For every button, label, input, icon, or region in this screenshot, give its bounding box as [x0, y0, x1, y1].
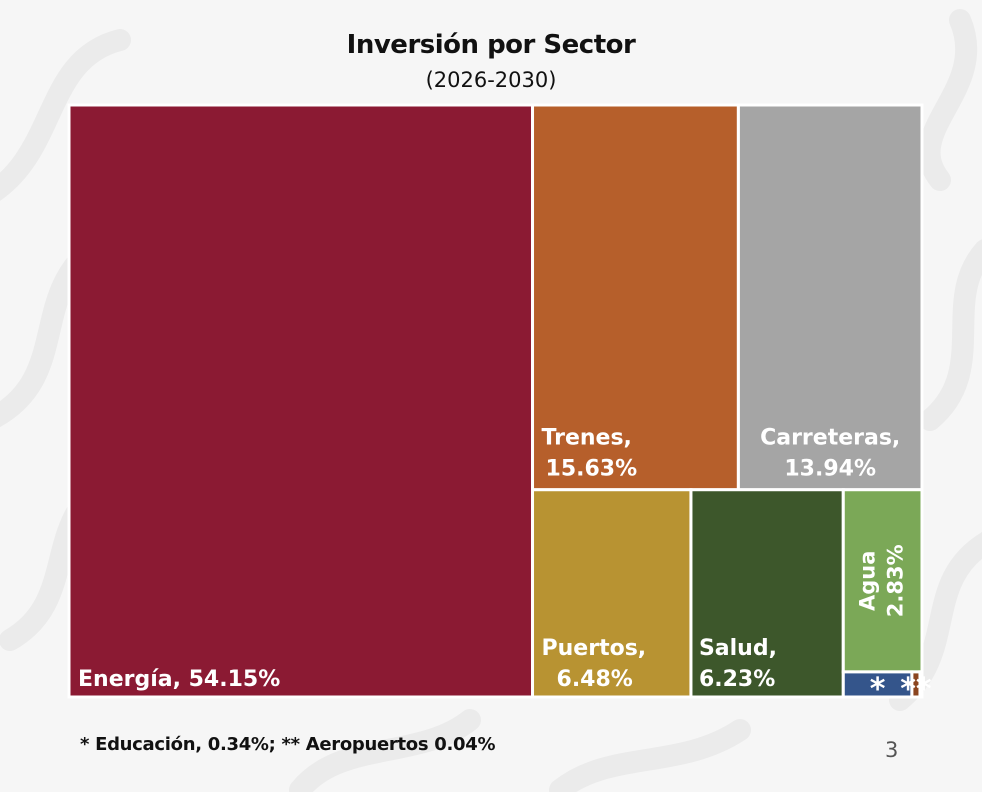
- label-trenes-value: 15.63%: [546, 457, 638, 482]
- treemap-cell-agua: [841, 488, 924, 674]
- treemap-cell-salud: [689, 488, 845, 699]
- treemap-cell-otros: [918, 670, 924, 699]
- footnote: * Educación, 0.34%; ** Aeropuertos 0.04%: [80, 734, 496, 755]
- label-carreteras-name: Carreteras,: [760, 426, 900, 451]
- label-aeropuertos: **: [900, 672, 932, 707]
- label-puertos-name: Puertos,: [542, 636, 647, 661]
- label-puertos-value: 6.48%: [557, 667, 633, 692]
- treemap-cell-carreteras: [736, 103, 924, 492]
- label-salud-value: 6.23%: [699, 667, 775, 692]
- label-salud-name: Salud,: [699, 636, 777, 661]
- chart-subtitle: (2026-2030): [425, 68, 557, 92]
- label-carreteras-value: 13.94%: [784, 457, 876, 482]
- label-energia: Energía, 54.15%: [78, 667, 280, 692]
- page-number: 3: [885, 738, 899, 762]
- label-agua-name: Agua: [856, 551, 880, 611]
- treemap-cell-energia: [67, 103, 535, 699]
- label-educacion: *: [870, 672, 886, 707]
- chart-title: Inversión por Sector: [346, 30, 636, 60]
- label-agua-value: 2.83%: [884, 544, 908, 617]
- treemap-cell-puertos: [531, 488, 693, 699]
- label-trenes-name: Trenes,: [542, 426, 632, 451]
